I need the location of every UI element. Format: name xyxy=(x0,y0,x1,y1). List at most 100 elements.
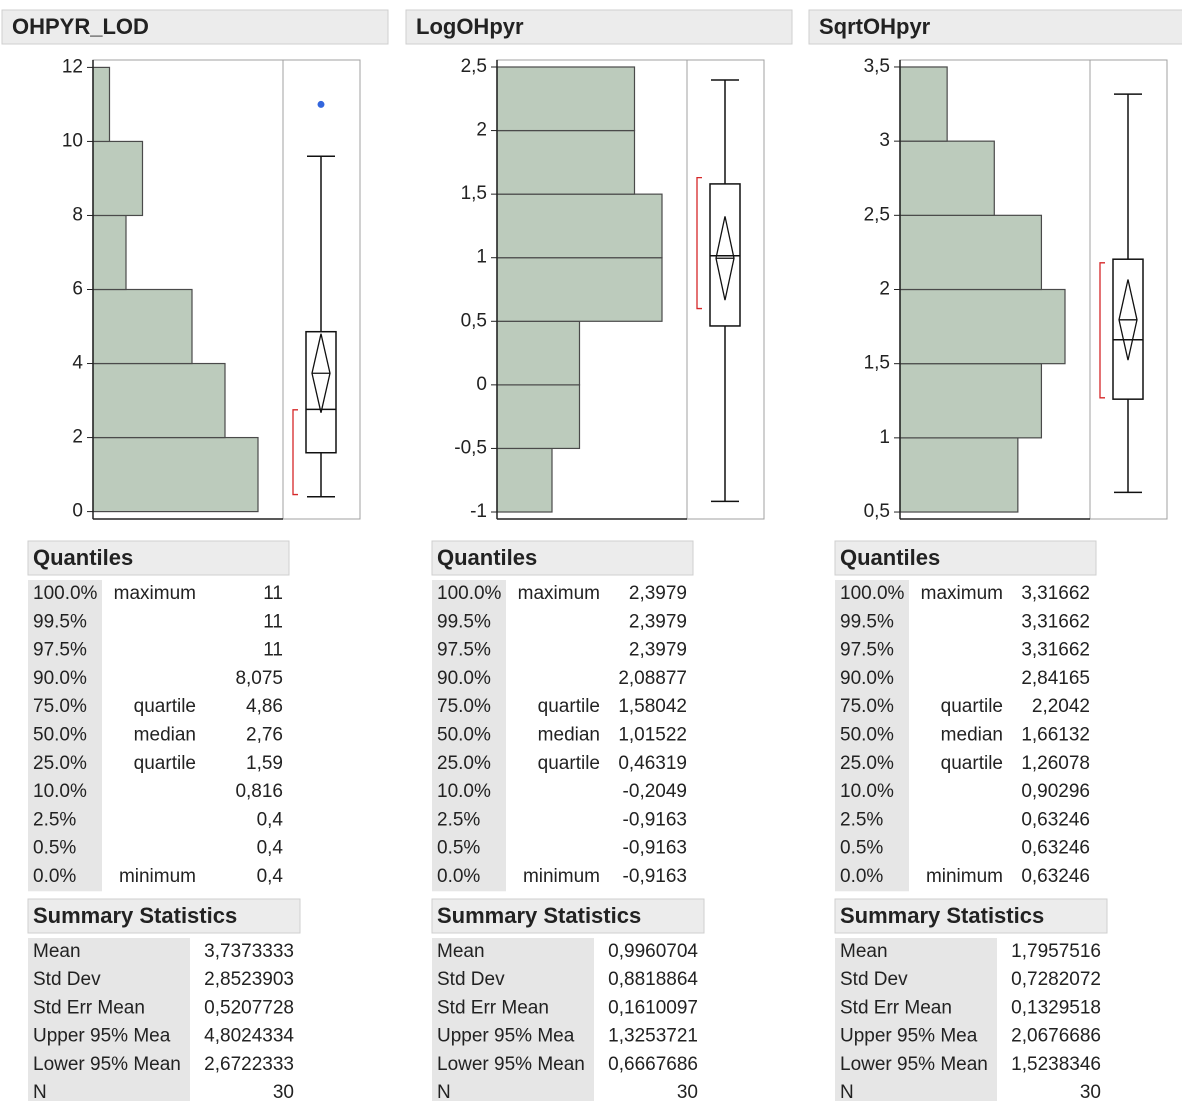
histogram-bar xyxy=(899,363,1043,439)
histogram-bar xyxy=(92,140,144,217)
histogram-bar xyxy=(496,384,581,450)
stat-name: Upper 95% Mea xyxy=(840,1026,978,1047)
y-tick-label: 4 xyxy=(72,353,83,374)
y-tick-label: 2,5 xyxy=(461,56,487,77)
label-column xyxy=(835,938,997,1101)
quantile-name: median xyxy=(941,725,1003,746)
quantile-value: 2,2042 xyxy=(1032,696,1090,717)
quantile-value: 0,46319 xyxy=(618,753,687,774)
label-column xyxy=(432,938,594,1101)
stat-value: 0,6667686 xyxy=(608,1054,698,1075)
y-tick-label: 12 xyxy=(62,56,83,77)
stat-name: Mean xyxy=(840,941,888,962)
label-column xyxy=(835,580,909,892)
stat-name: N xyxy=(437,1082,451,1101)
quantile-name: minimum xyxy=(119,866,196,887)
stat-value: 1,5238346 xyxy=(1011,1054,1101,1075)
quantile-value: 0,4 xyxy=(257,838,284,859)
quantile-level: 25.0% xyxy=(840,753,894,774)
quantile-value: 0,4 xyxy=(257,809,284,830)
shortest-half xyxy=(1099,262,1105,399)
stat-value: 0,5207728 xyxy=(204,997,294,1018)
quantile-level: 0.0% xyxy=(840,866,883,887)
quantile-level: 10.0% xyxy=(33,781,87,802)
quantile-name: quartile xyxy=(941,753,1003,774)
quantile-level: 90.0% xyxy=(840,668,894,689)
quantile-value: 3,31662 xyxy=(1021,583,1090,604)
y-tick-label: 8 xyxy=(72,204,83,225)
y-tick-label: 2 xyxy=(879,279,890,300)
quantile-level: 2.5% xyxy=(437,809,480,830)
quantile-value: 0,816 xyxy=(235,781,283,802)
quantile-value: 1,59 xyxy=(246,753,283,774)
histogram-bar xyxy=(92,288,193,365)
section-header xyxy=(431,898,705,934)
quantile-level: 0.0% xyxy=(437,866,480,887)
section-title: Summary Statistics xyxy=(437,903,641,928)
quantile-value: 11 xyxy=(263,583,283,604)
stat-value: 0,8818864 xyxy=(608,969,698,990)
y-tick-label: -1 xyxy=(470,501,487,522)
quantile-level: 99.5% xyxy=(33,611,87,632)
quantile-name: maximum xyxy=(114,583,196,604)
quantile-name: maximum xyxy=(518,583,600,604)
histogram-bar xyxy=(92,436,259,513)
histogram-bar xyxy=(92,66,111,143)
stat-value: 3,7373333 xyxy=(204,941,294,962)
stat-name: Mean xyxy=(437,941,485,962)
stat-name: Lower 95% Mean xyxy=(33,1054,181,1075)
quantile-value: 1,66132 xyxy=(1021,725,1090,746)
quantile-name: median xyxy=(134,725,196,746)
quantile-value: 8,075 xyxy=(235,668,283,689)
y-tick-label: 0 xyxy=(476,374,487,395)
quantile-level: 100.0% xyxy=(33,583,98,604)
y-tick-label: 1 xyxy=(879,427,890,448)
y-tick-label: 10 xyxy=(62,130,83,151)
histogram-bar xyxy=(496,257,663,322)
quantile-level: 75.0% xyxy=(437,696,491,717)
quantile-value: -0,9163 xyxy=(623,866,687,887)
quantile-level: 0.5% xyxy=(437,838,480,859)
panel-title: LogOHpyr xyxy=(416,14,524,39)
histogram-bar xyxy=(899,214,1043,291)
quantile-level: 75.0% xyxy=(840,696,894,717)
y-tick-label: 2 xyxy=(72,427,83,448)
quantile-level: 50.0% xyxy=(437,725,491,746)
quantile-name: quartile xyxy=(538,753,600,774)
section-header xyxy=(27,898,301,934)
histogram-bar xyxy=(899,437,1019,513)
y-tick-label: 3,5 xyxy=(864,56,890,77)
quantile-value: -0,9163 xyxy=(623,809,687,830)
quantile-level: 90.0% xyxy=(33,668,87,689)
stat-value: 1,7957516 xyxy=(1011,941,1101,962)
quantile-value: 3,31662 xyxy=(1021,640,1090,661)
stat-value: 30 xyxy=(1080,1082,1101,1101)
quantile-level: 97.5% xyxy=(840,640,894,661)
section-title: Quantiles xyxy=(840,545,940,570)
quantile-value: 0,90296 xyxy=(1021,781,1090,802)
panel-title: OHPYR_LOD xyxy=(12,14,149,39)
stat-value: 0,7282072 xyxy=(1011,969,1101,990)
stat-name: N xyxy=(33,1082,47,1101)
quantile-value: 1,26078 xyxy=(1021,753,1090,774)
box xyxy=(709,183,741,327)
stat-value: 2,6722333 xyxy=(204,1054,294,1075)
outlier xyxy=(317,100,325,108)
quantile-value: 3,31662 xyxy=(1021,611,1090,632)
box xyxy=(1112,258,1144,400)
quantile-level: 99.5% xyxy=(437,611,491,632)
quantile-level: 50.0% xyxy=(840,725,894,746)
quantile-value: 2,3979 xyxy=(629,640,687,661)
section-title: Quantiles xyxy=(437,545,537,570)
quantile-value: 11 xyxy=(263,611,283,632)
section-header xyxy=(27,540,290,576)
y-tick-label: 0,5 xyxy=(864,501,890,522)
stat-value: 1,3253721 xyxy=(608,1026,698,1047)
histogram-bar xyxy=(496,129,636,195)
quantile-value: 0,63246 xyxy=(1021,866,1090,887)
y-tick-label: 1,5 xyxy=(461,183,487,204)
quantile-level: 100.0% xyxy=(840,583,905,604)
histogram-bar xyxy=(496,320,581,386)
quantile-value: 2,84165 xyxy=(1021,668,1090,689)
